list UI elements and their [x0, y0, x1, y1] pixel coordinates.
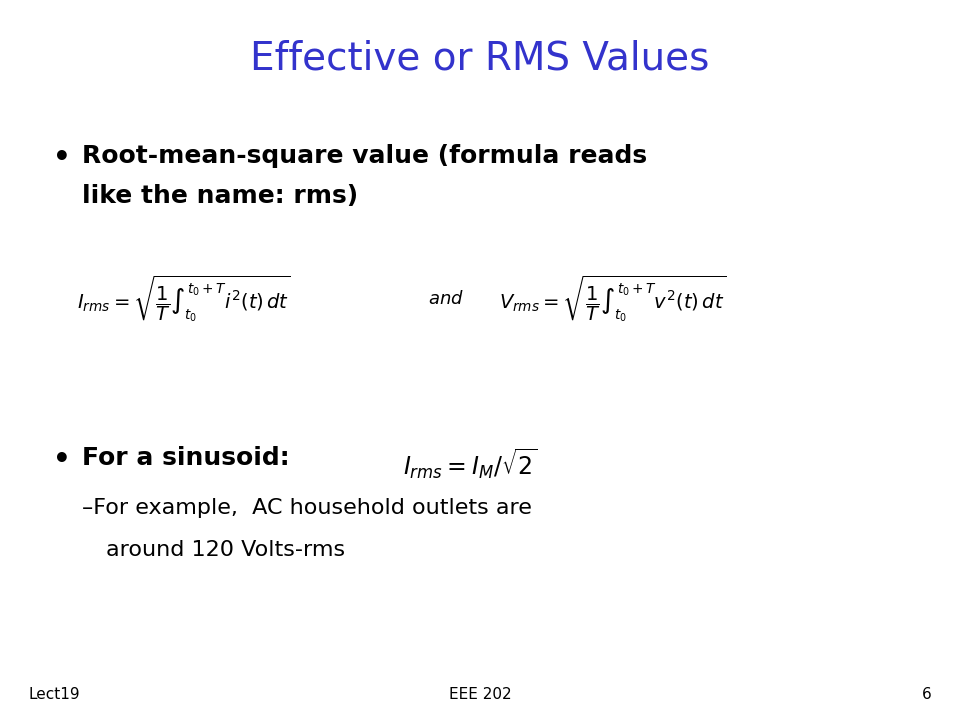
Text: around 120 Volts-rms: around 120 Volts-rms	[106, 540, 345, 560]
Text: $I_{rms} = I_M/\sqrt{2}$: $I_{rms} = I_M/\sqrt{2}$	[403, 446, 538, 481]
Text: $I_{rms} = \sqrt{\dfrac{1}{T}\int_{t_0}^{t_0+T} i^2(t)\, dt}$: $I_{rms} = \sqrt{\dfrac{1}{T}\int_{t_0}^…	[77, 274, 291, 324]
Text: $and$: $and$	[428, 289, 465, 308]
Text: For a sinusoid:: For a sinusoid:	[82, 446, 289, 470]
Text: Root-mean-square value (formula reads: Root-mean-square value (formula reads	[82, 144, 647, 168]
Text: •: •	[53, 446, 70, 474]
Text: EEE 202: EEE 202	[448, 687, 512, 702]
Text: •: •	[53, 144, 70, 172]
Text: like the name: rms): like the name: rms)	[82, 184, 358, 207]
Text: $V_{rms} = \sqrt{\dfrac{1}{T}\int_{t_0}^{t_0+T} v^2(t)\, dt}$: $V_{rms} = \sqrt{\dfrac{1}{T}\int_{t_0}^…	[499, 274, 727, 324]
Text: –For example,  AC household outlets are: –For example, AC household outlets are	[82, 498, 532, 518]
Text: 6: 6	[922, 687, 931, 702]
Text: Lect19: Lect19	[29, 687, 81, 702]
Text: Effective or RMS Values: Effective or RMS Values	[251, 40, 709, 78]
